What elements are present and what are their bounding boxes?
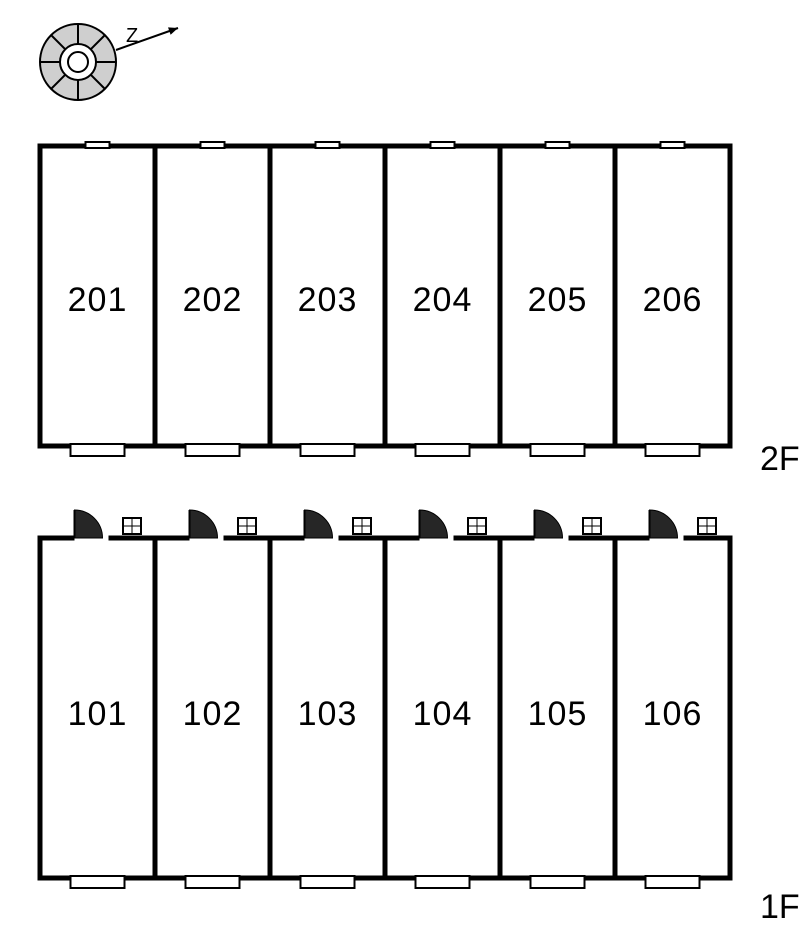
window-icon <box>531 876 585 888</box>
window-icon <box>646 444 700 456</box>
window-icon <box>301 876 355 888</box>
unit-label-205: 205 <box>528 281 588 319</box>
window-icon <box>186 444 240 456</box>
window-icon <box>186 876 240 888</box>
window-icon <box>301 444 355 456</box>
window-icon <box>531 444 585 456</box>
window-icon <box>646 876 700 888</box>
unit-label-203: 203 <box>298 281 358 319</box>
window-top-icon <box>546 142 570 148</box>
unit-label-204: 204 <box>413 281 473 319</box>
unit-label-102: 102 <box>183 695 243 733</box>
window-icon <box>416 876 470 888</box>
unit-label-201: 201 <box>68 281 128 319</box>
unit-label-206: 206 <box>643 281 703 319</box>
window-top-icon <box>431 142 455 148</box>
unit-label-101: 101 <box>68 695 128 733</box>
unit-label-106: 106 <box>643 695 703 733</box>
window-icon <box>71 876 125 888</box>
window-top-icon <box>86 142 110 148</box>
floor-label-1F: 1F <box>760 888 800 926</box>
window-icon <box>416 444 470 456</box>
unit-label-105: 105 <box>528 695 588 733</box>
window-icon <box>71 444 125 456</box>
window-top-icon <box>201 142 225 148</box>
window-top-icon <box>661 142 685 148</box>
window-top-icon <box>316 142 340 148</box>
floor-label-2F: 2F <box>760 440 800 478</box>
unit-label-103: 103 <box>298 695 358 733</box>
unit-label-104: 104 <box>413 695 473 733</box>
unit-label-202: 202 <box>183 281 243 319</box>
